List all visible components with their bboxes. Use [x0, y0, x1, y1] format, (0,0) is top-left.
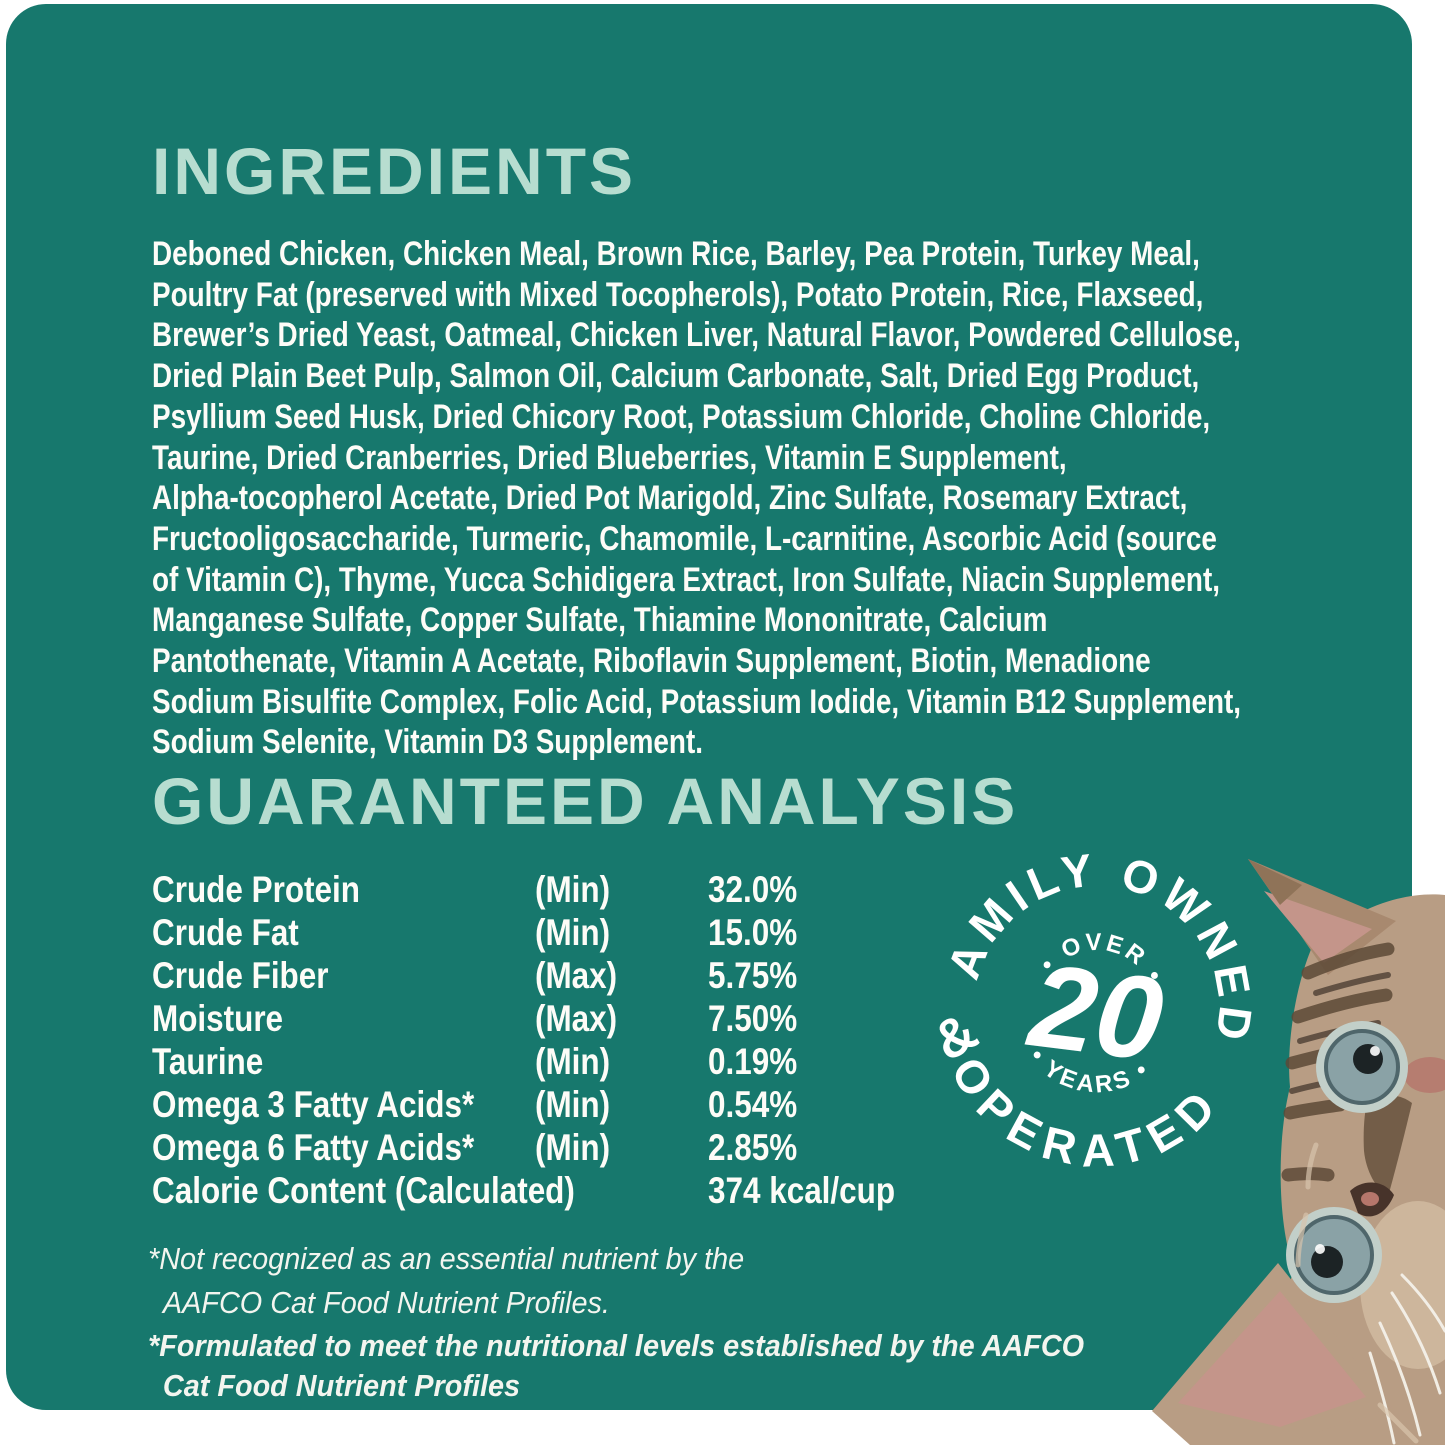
- analysis-row: Crude Fat (Min) 15.0%: [152, 911, 1012, 954]
- ingredients-line: Sodium Selenite, Vitamin D3 Supplement.: [152, 723, 704, 762]
- ingredients-line: Dried Plain Beet Pulp, Salmon Oil, Calci…: [152, 357, 1200, 396]
- analysis-limit: (Min): [535, 1084, 611, 1125]
- analysis-value: 7.50%: [708, 998, 798, 1039]
- analysis-nutrient: Crude Protein: [152, 869, 360, 910]
- analysis-value: 2.85%: [708, 1127, 798, 1168]
- ingredients-line: Fructooligosaccharide, Turmeric, Chamomi…: [152, 519, 1217, 558]
- analysis-row: Omega 3 Fatty Acids* (Min) 0.54%: [152, 1083, 1012, 1126]
- cat-photo: [1152, 859, 1445, 1445]
- analysis-value: 32.0%: [708, 869, 798, 910]
- ingredients-line: Manganese Sulfate, Copper Sulfate, Thiam…: [152, 601, 1048, 640]
- analysis-limit: (Min): [535, 1041, 611, 1082]
- analysis-limit: (Min): [535, 869, 611, 910]
- footnote-line: *Formulated to meet the nutritional leve…: [148, 1328, 1085, 1363]
- footnote-line: AAFCO Cat Food Nutrient Profiles.: [162, 1285, 610, 1320]
- analysis-nutrient: Moisture: [152, 998, 284, 1039]
- ingredients-line: Poultry Fat (preserved with Mixed Tocoph…: [152, 275, 1204, 314]
- guaranteed-analysis-heading: GUARANTEED ANALYSIS: [152, 764, 1019, 838]
- ingredients-line: Taurine, Dried Cranberries, Dried Bluebe…: [152, 438, 1067, 477]
- analysis-row: Crude Fiber (Max) 5.75%: [152, 954, 1012, 997]
- ingredients-line: Psyllium Seed Husk, Dried Chicory Root, …: [152, 397, 1211, 436]
- analysis-value: 15.0%: [708, 912, 798, 953]
- analysis-limit: (Min): [535, 912, 611, 953]
- ingredients-line: Alpha-tocopherol Acetate, Dried Pot Mari…: [152, 479, 1188, 518]
- analysis-value: 5.75%: [708, 955, 798, 996]
- analysis-limit: (Max): [535, 998, 618, 1039]
- label-background: [6, 4, 1412, 1410]
- ingredients-line: Sodium Bisulfite Complex, Folic Acid, Po…: [152, 682, 1242, 721]
- analysis-row: Crude Protein (Min) 32.0%: [152, 868, 1012, 911]
- ingredients-line: Deboned Chicken, Chicken Meal, Brown Ric…: [152, 235, 1200, 273]
- ingredients-line: Brewer’s Dried Yeast, Oatmeal, Chicken L…: [152, 316, 1241, 355]
- ingredients-list: Deboned Chicken, Chicken Meal, Brown Ric…: [152, 234, 1241, 763]
- analysis-nutrient: Calorie Content (Calculated): [152, 1170, 575, 1211]
- analysis-row: Moisture (Max) 7.50%: [152, 997, 1012, 1040]
- ingredients-line: of Vitamin C), Thyme, Yucca Schidigera E…: [152, 560, 1220, 599]
- footnote-line: *Not recognized as an essential nutrient…: [148, 1241, 745, 1276]
- analysis-limit: (Max): [535, 955, 618, 996]
- analysis-nutrient: Crude Fiber: [152, 955, 329, 996]
- ingredients-line: Pantothenate, Vitamin A Acetate, Ribofla…: [152, 642, 1151, 681]
- ingredients-heading: INGREDIENTS: [152, 134, 637, 208]
- analysis-row: Omega 6 Fatty Acids* (Min) 2.85%: [152, 1126, 1012, 1169]
- analysis-value: 374 kcal/cup: [708, 1170, 896, 1211]
- analysis-nutrient: Taurine: [152, 1041, 264, 1082]
- footnote-essential-nutrient: *Not recognized as an essential nutrient…: [148, 1237, 744, 1325]
- analysis-nutrient: Crude Fat: [152, 912, 299, 953]
- family-owned-badge: FAMILY OWNED OPERATED & • OVER • • YEARS…: [912, 821, 1284, 1194]
- analysis-value: 0.54%: [708, 1084, 798, 1125]
- analysis-nutrient: Omega 3 Fatty Acids*: [152, 1084, 475, 1125]
- analysis-nutrient: Omega 6 Fatty Acids*: [152, 1127, 475, 1168]
- badge-20-number: 20: [1021, 939, 1169, 1086]
- guaranteed-analysis-table: Crude Protein (Min) 32.0% Crude Fat (Min…: [152, 868, 1012, 1212]
- analysis-row: Calorie Content (Calculated) 374 kcal/cu…: [152, 1169, 1012, 1212]
- analysis-value: 0.19%: [708, 1041, 798, 1082]
- analysis-limit: (Min): [535, 1127, 611, 1168]
- analysis-row: Taurine (Min) 0.19%: [152, 1040, 1012, 1083]
- footnote-aafco-formulated: *Formulated to meet the nutritional leve…: [148, 1326, 1084, 1406]
- footnote-line: Cat Food Nutrient Profiles: [162, 1368, 521, 1403]
